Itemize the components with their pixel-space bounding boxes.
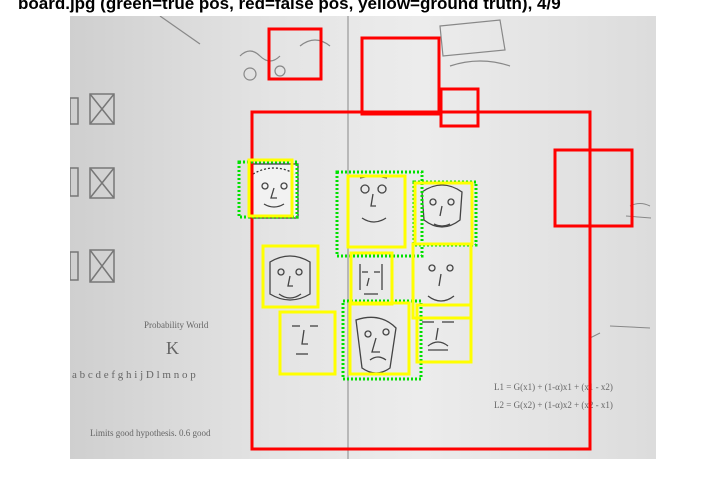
whiteboard-photo: Probability World K a b c d e f g h i j … [70,16,656,459]
ground-truth-box [411,242,473,320]
true-positive-boxes [237,160,478,381]
ground-truth-boxes [247,158,474,376]
face-drawing [359,264,383,295]
ground-truth-box [278,310,337,376]
bottom-note-text: Limits good hypothesis. 0.6 good [90,428,211,438]
ground-truth-box [261,244,320,309]
false-pos-box [439,87,480,128]
face-drawing [355,316,397,374]
top-sketches [159,16,511,81]
ground-truth-box [415,303,473,364]
figure-title: board.jpg (green=true pos, red=false pos… [18,0,561,13]
true-pos-box [335,170,424,258]
face-drawing [269,255,311,301]
false-pos-box [553,148,634,228]
ground-truth-box [247,158,294,218]
ground-truth-box [346,174,407,249]
face-drawing [249,163,299,219]
false-pos-box [360,36,441,116]
face-drawing [422,321,454,351]
equation2-text: L2 = G(x2) + (1-α)x2 + (x2 - x1) [494,400,613,410]
false-pos-box [250,110,592,451]
ground-truth-box [348,301,411,376]
false-positive-boxes [250,27,634,451]
false-pos-box [267,27,323,81]
face-drawing [421,184,463,228]
left-sketch-boxes [70,93,115,283]
ground-truth-box [413,181,474,246]
probability-text: Probability World [144,320,209,330]
equation1-text: L1 = G(x1) + (1-α)x1 + (x1 - x2) [494,382,613,392]
k-text: K [166,338,179,358]
true-pos-box [341,299,423,381]
alphabet-text: a b c d e f g h i j D l m n o p [72,369,196,381]
face-drawings [249,163,463,374]
face-drawing [292,325,318,355]
ground-truth-box [349,251,394,306]
whiteboard-writing: Probability World K a b c d e f g h i j … [72,320,613,438]
face-drawing [427,264,455,302]
